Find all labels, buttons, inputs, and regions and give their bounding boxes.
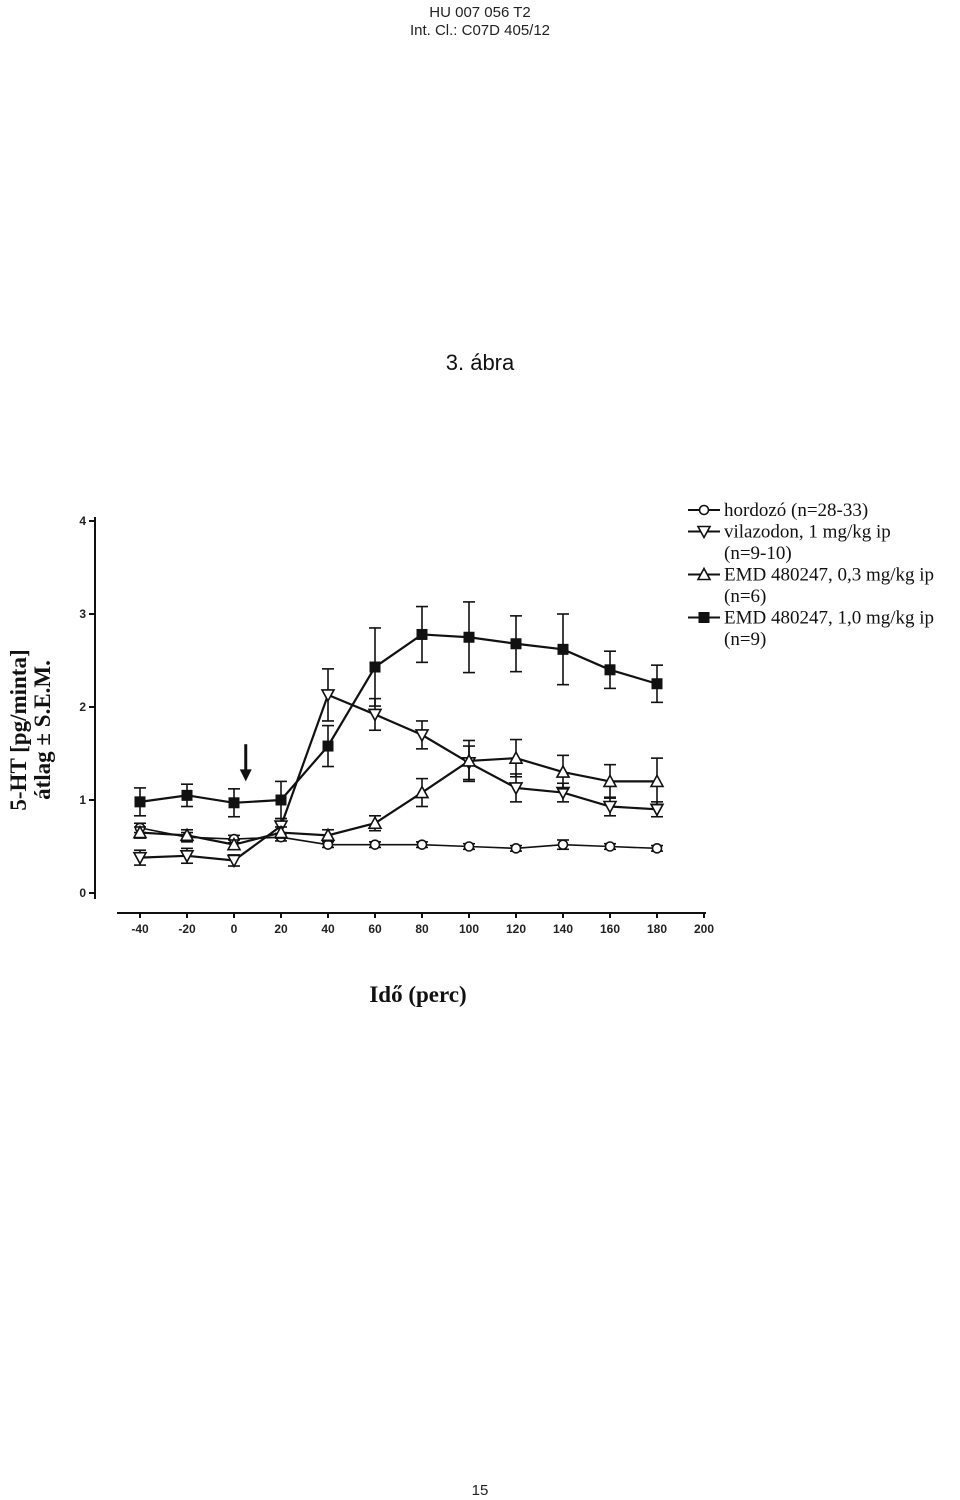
x-tick-label: 20 — [274, 922, 288, 936]
data-point — [463, 841, 475, 852]
page-number: 15 — [471, 1482, 489, 1499]
x-tick-label: 200 — [694, 922, 714, 936]
legend-marker — [698, 504, 710, 516]
data-point — [181, 789, 193, 801]
data-point — [602, 800, 618, 815]
data-point — [604, 841, 616, 852]
data-point — [414, 729, 430, 743]
data-point — [179, 827, 195, 842]
data-point — [273, 824, 289, 839]
legend-label: vilazodon, 1 mg/kg ip — [724, 522, 891, 543]
figure-title: 3. ábra — [445, 350, 515, 375]
series-line — [139, 827, 658, 850]
data-point — [226, 854, 242, 869]
data-point — [557, 643, 569, 655]
data-point — [651, 843, 663, 854]
data-point — [226, 836, 242, 851]
x-tick-label: 80 — [415, 922, 429, 936]
data-point — [416, 839, 428, 850]
chart-legend: hordozó (n=28-33)vilazodon, 1 mg/kg ip(n… — [688, 500, 934, 650]
data-point — [134, 796, 146, 808]
legend-item-2: vilazodon, 1 mg/kg ip(n=9-10) — [688, 522, 891, 564]
data-point — [651, 678, 663, 690]
x-tick-label: -40 — [131, 922, 149, 936]
legend-marker — [696, 525, 712, 540]
dose-arrow-head — [239, 769, 252, 782]
legend-item-3: EMD 480247, 0,3 mg/kg ip(n=6) — [688, 565, 934, 607]
data-point — [414, 784, 430, 799]
x-axis-title: Idő (perc) — [369, 982, 466, 1007]
data-point — [132, 824, 148, 839]
data-point — [369, 661, 381, 673]
x-tick-label: 0 — [231, 922, 238, 936]
series-line — [139, 633, 658, 804]
legend-label: EMD 480247, 0,3 mg/kg ip — [724, 565, 934, 586]
series-3 — [132, 738, 665, 851]
patent-classification: Int. Cl.: C07D 405/12 — [409, 22, 551, 39]
line-chart: 0 1 2 3 4 -40 -20 0 20 40 60 80 100 120 140 160 180 200 h… — [6, 500, 934, 1007]
x-tick-label: 140 — [553, 922, 573, 936]
y-axis-title-line2: átlag ± S.E.M. — [30, 660, 55, 800]
data-point — [461, 753, 477, 767]
legend-label: hordozó (n=28-33) — [724, 500, 868, 521]
x-tick-label: 120 — [506, 922, 526, 936]
data-point — [320, 689, 336, 703]
series-4 — [134, 601, 663, 820]
x-tick-label: 60 — [368, 922, 382, 936]
data-point — [416, 628, 428, 640]
series-line — [139, 693, 658, 862]
data-point — [179, 850, 195, 864]
data-point — [367, 708, 383, 723]
legend-label: EMD 480247, 1,0 mg/kg ip — [724, 608, 934, 629]
series-1 — [134, 822, 663, 854]
legend-item-4: EMD 480247, 1,0 mg/kg ip(n=9) — [688, 608, 934, 650]
data-point — [557, 839, 569, 850]
data-point — [510, 638, 522, 650]
chart-axes: 0 1 2 3 4 -40 -20 0 20 40 60 80 100 120 140 160 180 200 — [79, 514, 714, 936]
legend-label-line2: (n=9) — [724, 629, 766, 650]
data-point — [367, 815, 383, 830]
data-point — [322, 740, 334, 752]
y-tick-label: 3 — [79, 607, 86, 621]
y-tick-label: 2 — [79, 700, 86, 714]
legend-item-1: hordozó (n=28-33) — [688, 500, 868, 521]
legend-label-line2: (n=9-10) — [724, 543, 792, 564]
x-tick-label: 40 — [321, 922, 335, 936]
legend-label-line2: (n=6) — [724, 586, 766, 607]
data-point — [604, 664, 616, 676]
chart-series — [132, 601, 665, 869]
x-tick-label: -20 — [178, 922, 196, 936]
y-tick-label: 0 — [79, 886, 86, 900]
data-point — [463, 631, 475, 643]
data-point — [320, 827, 336, 842]
y-tick-label: 4 — [79, 514, 86, 528]
series-2 — [132, 668, 665, 869]
data-point — [510, 843, 522, 854]
patent-number: HU 007 056 T2 — [429, 4, 531, 21]
data-point — [275, 794, 287, 806]
legend-marker — [698, 612, 710, 623]
x-tick-label: 160 — [600, 922, 620, 936]
x-tick-label: 180 — [647, 922, 667, 936]
chart-axis-titles: Idő (perc) 5-HT [pg/minta] átlag ± S.E.M. — [6, 649, 467, 1007]
data-point — [228, 797, 240, 809]
data-point — [649, 773, 665, 788]
data-point — [508, 750, 524, 764]
data-point — [369, 839, 381, 850]
y-tick-label: 1 — [79, 793, 86, 807]
data-point — [602, 773, 618, 788]
y-axis-title-line1: 5-HT [pg/minta] — [6, 649, 31, 810]
data-point — [132, 851, 148, 866]
data-point — [555, 764, 571, 778]
legend-marker — [696, 566, 712, 581]
data-point — [508, 782, 524, 796]
x-tick-label: 100 — [459, 922, 479, 936]
series-line — [139, 757, 657, 846]
